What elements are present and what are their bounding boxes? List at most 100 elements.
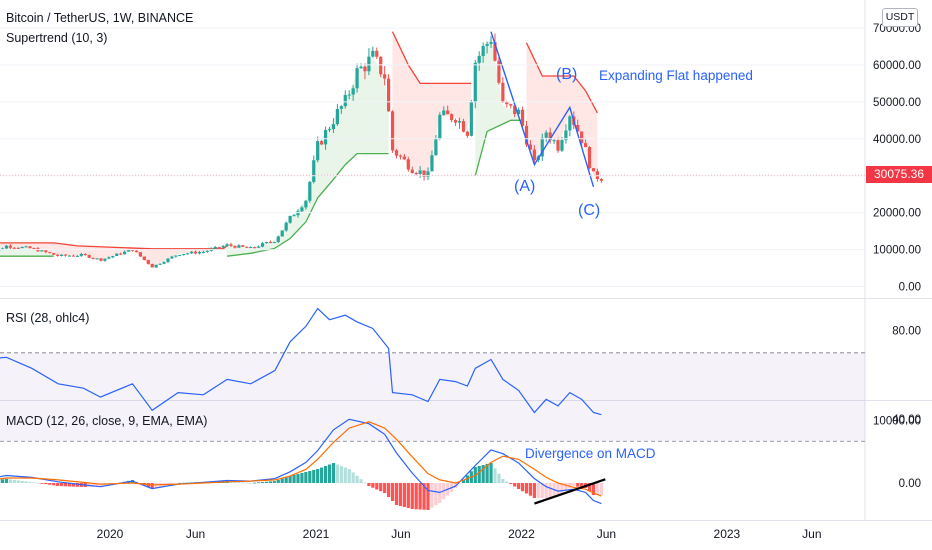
candle-up[interactable] (170, 256, 174, 259)
candle-down[interactable] (453, 120, 458, 123)
candle-down[interactable] (576, 124, 580, 132)
candle-down[interactable] (402, 156, 406, 160)
candle-up[interactable] (308, 181, 312, 201)
candle-down[interactable] (217, 246, 221, 248)
candle-up[interactable] (225, 244, 229, 247)
candle-up[interactable] (371, 50, 375, 57)
candle-up[interactable] (485, 43, 489, 46)
candle-down[interactable] (87, 254, 91, 258)
macd-line[interactable] (0, 418, 602, 505)
signal-line[interactable] (0, 421, 602, 497)
elliott-wave-path[interactable] (490, 31, 595, 188)
candle-down[interactable] (28, 246, 32, 249)
candle-down[interactable] (44, 250, 48, 253)
candle-up[interactable] (469, 102, 473, 136)
candle-up[interactable] (288, 215, 292, 223)
candle-up[interactable] (158, 263, 162, 265)
candle-up[interactable] (67, 255, 72, 257)
candle-down[interactable] (591, 168, 596, 172)
candle-down[interactable] (584, 143, 588, 148)
candle-down[interactable] (461, 121, 466, 132)
candle-down[interactable] (410, 169, 414, 174)
candle-down[interactable] (450, 114, 454, 121)
candle-down[interactable] (383, 74, 387, 79)
candle-down[interactable] (465, 131, 470, 136)
candle-down[interactable] (398, 155, 403, 157)
candle-up[interactable] (296, 211, 300, 216)
candle-down[interactable] (320, 141, 324, 145)
candle-up[interactable] (327, 129, 332, 131)
candle-down[interactable] (505, 101, 509, 105)
candle-down[interactable] (233, 245, 237, 248)
candle-down[interactable] (532, 149, 536, 161)
candle-up[interactable] (517, 109, 521, 115)
candle-up[interactable] (331, 124, 336, 130)
candle-down[interactable] (253, 247, 257, 249)
candle-down[interactable] (193, 251, 198, 254)
candle-up[interactable] (540, 137, 544, 157)
candle-down[interactable] (71, 255, 76, 257)
candle-up[interactable] (20, 246, 24, 249)
candle-down[interactable] (52, 253, 56, 255)
candle-down[interactable] (363, 66, 367, 72)
candle-up[interactable] (304, 200, 308, 208)
candle-up[interactable] (367, 56, 371, 72)
candle-down[interactable] (556, 140, 560, 151)
candle-down[interactable] (446, 110, 450, 115)
candle-down[interactable] (390, 111, 395, 151)
candle-down[interactable] (414, 173, 418, 175)
candle-up[interactable] (552, 140, 556, 142)
candle-up[interactable] (186, 253, 190, 255)
candle-up[interactable] (564, 130, 568, 141)
candle-up[interactable] (197, 252, 202, 254)
candle-down[interactable] (12, 247, 16, 249)
candle-down[interactable] (497, 60, 501, 83)
candle-up[interactable] (264, 242, 269, 244)
candle-up[interactable] (280, 230, 284, 237)
candle-down[interactable] (379, 56, 383, 75)
candle-up[interactable] (473, 62, 477, 103)
supertrend-label[interactable]: Supertrend (10, 3) (6, 31, 108, 45)
candle-up[interactable] (95, 258, 99, 260)
candle-up[interactable] (438, 114, 442, 139)
rsi-line[interactable] (0, 307, 602, 416)
candle-down[interactable] (375, 50, 379, 57)
candle-up[interactable] (79, 254, 83, 256)
candle-up[interactable] (4, 245, 9, 249)
supertrend-down-line[interactable] (0, 242, 228, 250)
candle-down[interactable] (548, 132, 552, 141)
candle-down[interactable] (91, 257, 95, 259)
price-pane[interactable] (0, 31, 865, 268)
candle-down[interactable] (520, 109, 525, 126)
candle-down[interactable] (528, 144, 533, 150)
candle-down[interactable] (138, 252, 142, 257)
candle-down[interactable] (422, 170, 426, 177)
candle-down[interactable] (48, 252, 52, 254)
candle-down[interactable] (16, 247, 20, 249)
candle-down[interactable] (119, 253, 123, 255)
candle-up[interactable] (426, 171, 430, 177)
candle-up[interactable] (0, 248, 5, 250)
candle-up[interactable] (123, 251, 127, 255)
candle-up[interactable] (339, 106, 343, 109)
divergence-trendline[interactable] (534, 478, 606, 505)
candle-down[interactable] (580, 131, 584, 144)
candle-up[interactable] (457, 121, 462, 123)
currency-button[interactable]: USDT (882, 8, 918, 27)
candle-down[interactable] (587, 147, 592, 169)
candle-up[interactable] (201, 251, 206, 253)
candle-up[interactable] (347, 94, 351, 96)
candle-up[interactable] (221, 246, 225, 248)
candle-up[interactable] (312, 160, 316, 182)
candle-down[interactable] (63, 254, 68, 256)
candle-down[interactable] (8, 245, 12, 248)
candle-up[interactable] (489, 42, 493, 44)
candle-up[interactable] (300, 207, 304, 212)
candle-up[interactable] (182, 254, 186, 256)
candle-down[interactable] (56, 254, 60, 256)
candle-down[interactable] (150, 263, 154, 268)
candle-up[interactable] (75, 255, 79, 257)
candle-up[interactable] (213, 246, 217, 249)
candle-up[interactable] (190, 251, 194, 254)
candle-down[interactable] (394, 150, 399, 156)
